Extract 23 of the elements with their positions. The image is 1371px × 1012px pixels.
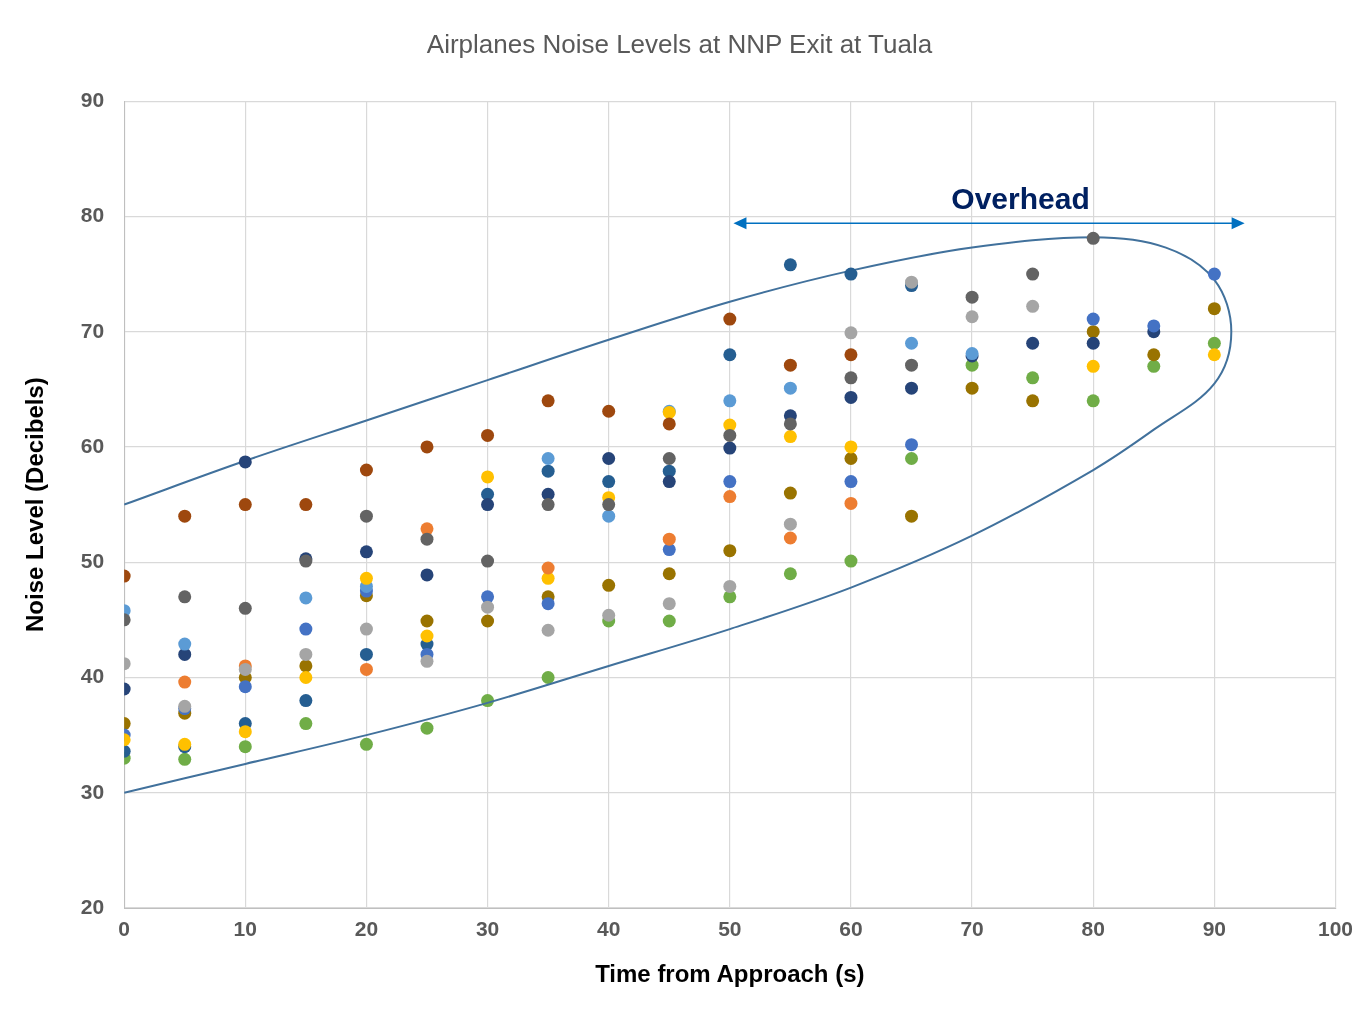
x-tick-label: 60 — [839, 917, 863, 941]
x-axis-title: Time from Approach (s) — [595, 960, 865, 988]
annotation: Overhead — [951, 181, 1090, 215]
y-tick-label: 30 — [80, 779, 105, 803]
y-tick-label: 70 — [80, 318, 105, 342]
y-tick-label: 50 — [80, 549, 105, 573]
x-tick-label: 90 — [1202, 917, 1227, 941]
x-tick-label: 50 — [718, 917, 742, 941]
y-tick-label: 20 — [80, 894, 105, 918]
y-axis-title: Noise Level (Decibels) — [21, 377, 49, 632]
x-tick-label: 10 — [233, 917, 257, 941]
y-tick-label: 60 — [80, 433, 105, 457]
x-tick-label: 100 — [1317, 917, 1353, 941]
y-tick-label: 80 — [80, 203, 105, 227]
x-tick-label: 80 — [1081, 917, 1105, 941]
chart-title: Airplanes Noise Levels at NNP Exit at Tuala — [426, 28, 933, 59]
y-tick-label: 40 — [80, 664, 105, 688]
y-tick-label: 90 — [80, 88, 105, 111]
x-tick-label: 20 — [354, 917, 379, 941]
x-tick-label: 0 — [118, 917, 130, 941]
x-tick-label: 70 — [960, 917, 984, 941]
x-tick-label: 40 — [597, 917, 621, 941]
x-tick-label: 30 — [475, 917, 500, 941]
